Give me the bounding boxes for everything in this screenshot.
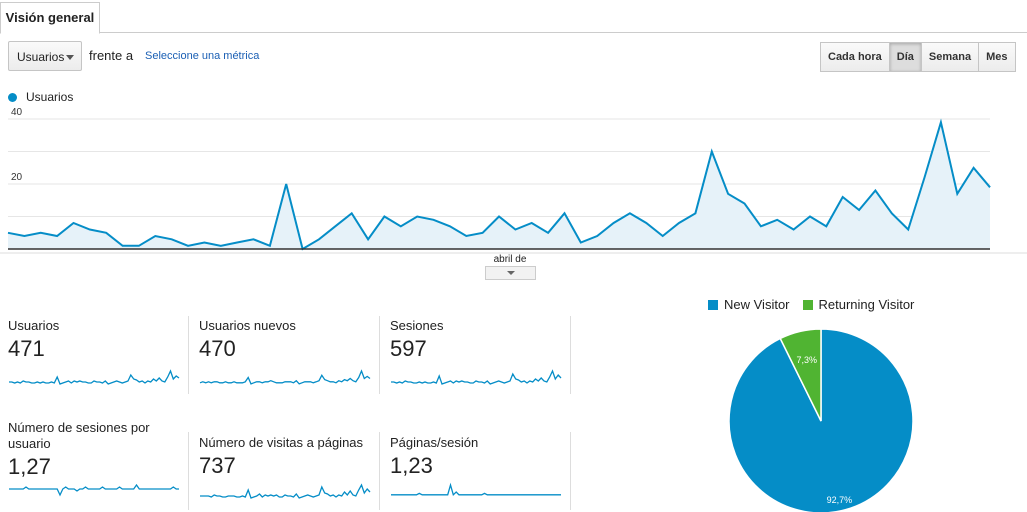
metric-select-value: Usuarios: [17, 50, 65, 64]
select-metric-link[interactable]: Seleccione una métrica: [145, 50, 260, 62]
series-area: [8, 122, 990, 249]
pie-legend-new-visitor: New Visitor: [724, 297, 790, 312]
divider: [570, 316, 571, 394]
pie-slice-returning-visitor: [779, 328, 822, 422]
series-line: [7, 118, 991, 251]
metric-card-label: Número de sesiones por usuario: [8, 420, 150, 451]
sparkline: [200, 483, 371, 499]
sparkline: [9, 369, 180, 385]
metric-card-new-users[interactable]: Usuarios nuevos 470: [199, 318, 379, 394]
visitor-type-pie-chart: 92,7% 7,3%: [728, 328, 914, 512]
users-line-chart: 40 20: [0, 107, 1027, 254]
granularity-hour-button[interactable]: Cada hora: [820, 42, 890, 72]
metric-card-sessions[interactable]: Sesiones 597: [390, 318, 570, 394]
divider: [379, 316, 380, 394]
sparkline-path: [391, 482, 561, 497]
metric-card-label: Sesiones: [390, 318, 444, 333]
metric-card-pages-per-session[interactable]: Páginas/sesión 1,23: [390, 435, 570, 511]
metric-card-label: Páginas/sesión: [390, 435, 479, 450]
metric-card-users[interactable]: Usuarios 471: [8, 318, 188, 394]
sparkline: [391, 482, 561, 497]
metric-card-label: Usuarios nuevos: [199, 318, 296, 333]
divider: [188, 316, 189, 394]
granularity-toggle: Cada hora Día Semana Mes: [820, 42, 1016, 72]
sparkline: [9, 483, 179, 497]
legend-dot-icon: [8, 92, 17, 102]
granularity-month-button[interactable]: Mes: [978, 42, 1016, 72]
timeline-expand-handle[interactable]: [485, 266, 536, 280]
metric-card-label: Número de visitas a páginas: [199, 435, 364, 450]
sparkline-path: [200, 483, 371, 499]
pie-slice-label: 7,3%: [797, 355, 818, 365]
chevron-down-icon: [66, 55, 74, 60]
tab-overview[interactable]: Visión general: [0, 2, 100, 34]
sparkline-path: [199, 369, 371, 385]
divider: [188, 432, 189, 510]
y-tick-label: 40: [11, 107, 23, 118]
metric-card-label: Usuarios: [8, 318, 60, 333]
legend-square-icon: [708, 299, 718, 310]
metric-card-value: 471: [8, 336, 45, 361]
sparkline: [391, 369, 562, 385]
metric-card-value: 597: [390, 336, 427, 361]
sparkline: [199, 369, 371, 385]
pie-legend-returning-visitor: Returning Visitor: [818, 297, 915, 312]
metric-card-value: 1,27: [8, 454, 51, 479]
tab-bar: Visión general: [0, 0, 1027, 34]
triangle-down-icon: [507, 271, 515, 275]
divider: [570, 432, 571, 510]
metric-select[interactable]: Usuarios: [8, 41, 82, 71]
granularity-day-button[interactable]: Día: [888, 42, 922, 72]
granularity-week-button[interactable]: Semana: [920, 42, 980, 72]
pie-slice-label: 92,7%: [827, 495, 853, 505]
y-tick-label: 20: [11, 172, 23, 183]
sparkline-path: [391, 369, 562, 385]
sparkline-path: [9, 483, 179, 497]
metric-card-value: 737: [199, 453, 236, 478]
legend-label: Usuarios: [26, 90, 74, 104]
divider: [379, 432, 380, 510]
metric-card-sessions-per-user[interactable]: Número de sesiones por usuario 1,27: [8, 420, 183, 508]
metric-card-value: 470: [199, 336, 236, 361]
compare-label: frente a: [89, 48, 134, 63]
sparkline-path: [9, 369, 180, 385]
legend-square-icon: [802, 299, 813, 310]
pie-slice-new-visitor: [728, 328, 914, 512]
metric-card-value: 1,23: [390, 453, 433, 478]
chart-legend: Usuarios: [8, 90, 73, 104]
pie-legend: New Visitor Returning Visitor: [708, 297, 914, 312]
metric-card-pageviews[interactable]: Número de visitas a páginas 737: [199, 435, 379, 511]
